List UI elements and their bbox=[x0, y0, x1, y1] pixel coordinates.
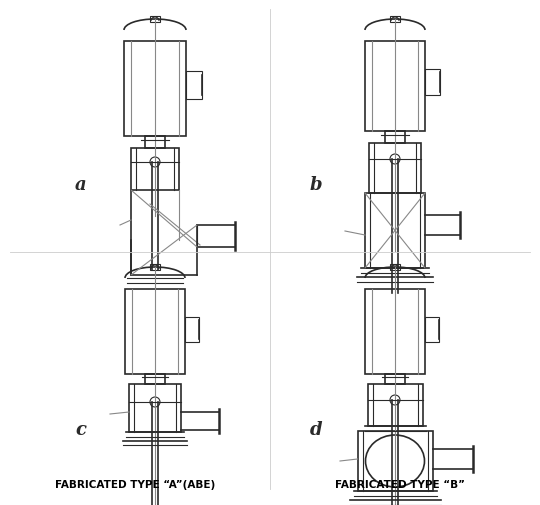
Bar bbox=[145, 137, 165, 148]
Text: FABRICATED TYPE “B”: FABRICATED TYPE “B” bbox=[335, 479, 465, 489]
Bar bbox=[185, 317, 199, 342]
Bar bbox=[145, 374, 165, 384]
Bar bbox=[365, 42, 425, 132]
Text: b: b bbox=[310, 176, 322, 193]
Bar bbox=[368, 384, 422, 426]
Bar bbox=[124, 42, 186, 137]
Bar bbox=[125, 289, 185, 374]
Bar bbox=[390, 265, 400, 271]
Bar bbox=[385, 132, 405, 144]
Bar bbox=[425, 317, 439, 342]
Bar bbox=[365, 193, 425, 269]
Bar bbox=[129, 384, 181, 432]
Bar bbox=[357, 431, 433, 491]
Text: FABRICATED TYPE “A”(ABE): FABRICATED TYPE “A”(ABE) bbox=[55, 479, 215, 489]
Text: c: c bbox=[75, 420, 86, 438]
Text: d: d bbox=[310, 420, 322, 438]
Bar bbox=[365, 289, 425, 374]
Text: a: a bbox=[75, 176, 86, 193]
Bar bbox=[150, 265, 160, 271]
Bar bbox=[425, 70, 440, 96]
Bar bbox=[131, 148, 179, 190]
Bar bbox=[150, 17, 160, 23]
Bar bbox=[385, 374, 405, 384]
Bar bbox=[369, 144, 421, 193]
Bar bbox=[390, 17, 400, 23]
Bar bbox=[186, 72, 202, 100]
